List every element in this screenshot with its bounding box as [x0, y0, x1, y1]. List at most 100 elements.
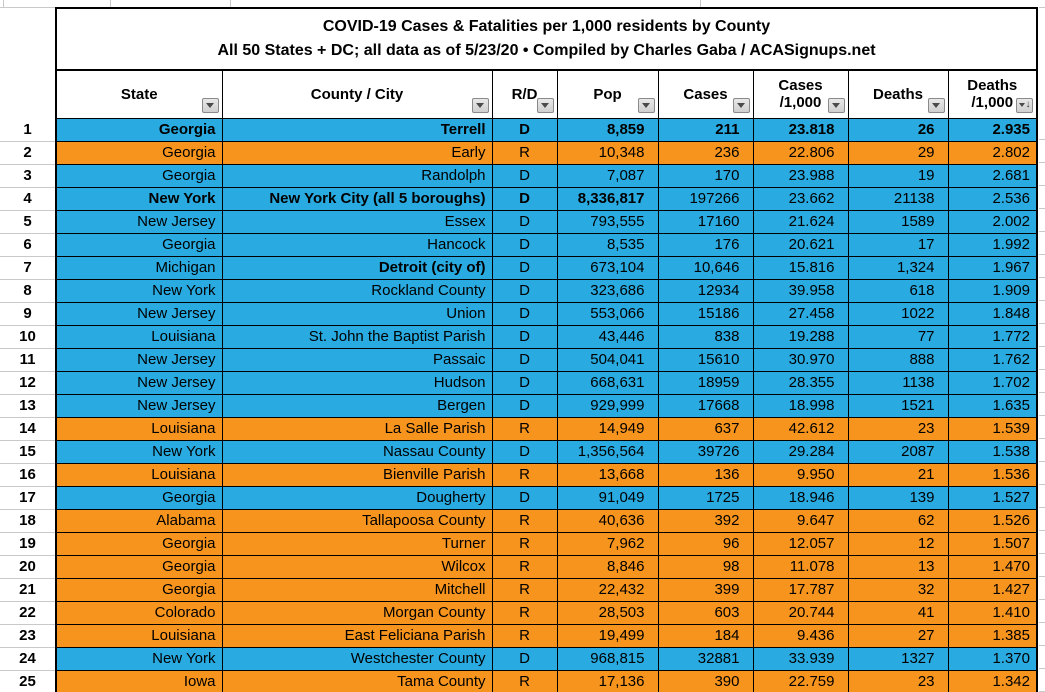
filter-dropdown-county[interactable] — [471, 97, 489, 113]
cell-pop[interactable]: 7,087 — [556, 163, 659, 188]
cell-rd[interactable]: D — [491, 278, 558, 303]
row-number[interactable]: 19 — [0, 532, 56, 556]
cell-deaths[interactable]: 1589 — [847, 209, 949, 234]
column-header-county[interactable]: County / City — [221, 69, 493, 119]
cell-rd[interactable]: D — [491, 255, 558, 280]
cell-pop[interactable]: 553,066 — [556, 301, 659, 326]
filter-dropdown-deaths[interactable] — [927, 97, 945, 113]
row-number[interactable]: 6 — [0, 233, 56, 257]
cell-cases_per[interactable]: 17.787 — [752, 577, 849, 602]
cell-cases_per[interactable]: 9.950 — [752, 462, 849, 487]
cell-pop[interactable]: 929,999 — [556, 393, 659, 418]
row-number[interactable]: 21 — [0, 578, 56, 602]
cell-deaths_per[interactable]: 1.538 — [947, 439, 1038, 464]
cell-deaths[interactable]: 29 — [847, 140, 949, 165]
row-number[interactable]: 9 — [0, 302, 56, 326]
cell-cases_per[interactable]: 39.958 — [752, 278, 849, 303]
cell-cases[interactable]: 15610 — [657, 347, 754, 372]
cell-county[interactable]: Westchester County — [221, 646, 493, 671]
cell-state[interactable]: Georgia — [55, 485, 223, 510]
cell-deaths[interactable]: 17 — [847, 232, 949, 257]
cell-deaths[interactable]: 26 — [847, 117, 949, 142]
cell-deaths[interactable]: 32 — [847, 577, 949, 602]
row-number[interactable]: 12 — [0, 371, 56, 395]
cell-state[interactable]: New Jersey — [55, 370, 223, 395]
cell-cases_per[interactable]: 22.759 — [752, 669, 849, 692]
cell-county[interactable]: Tallapoosa County — [221, 508, 493, 533]
cell-cases[interactable]: 32881 — [657, 646, 754, 671]
cell-cases_per[interactable]: 19.288 — [752, 324, 849, 349]
cell-cases[interactable]: 392 — [657, 508, 754, 533]
cell-state[interactable]: Colorado — [55, 600, 223, 625]
cell-state[interactable]: Louisiana — [55, 324, 223, 349]
cell-deaths[interactable]: 23 — [847, 416, 949, 441]
cell-deaths[interactable]: 1138 — [847, 370, 949, 395]
filter-dropdown-cases_per[interactable] — [827, 97, 845, 113]
cell-state[interactable]: Georgia — [55, 232, 223, 257]
cell-deaths[interactable]: 41 — [847, 600, 949, 625]
cell-cases_per[interactable]: 9.647 — [752, 508, 849, 533]
cell-state[interactable]: New York — [55, 439, 223, 464]
cell-rd[interactable]: R — [491, 416, 558, 441]
cell-rd[interactable]: R — [491, 577, 558, 602]
cell-pop[interactable]: 8,859 — [556, 117, 659, 142]
cell-rd[interactable]: D — [491, 393, 558, 418]
row-number[interactable]: 24 — [0, 647, 56, 671]
row-number[interactable]: 2 — [0, 141, 56, 165]
filter-dropdown-rd[interactable] — [536, 97, 554, 113]
cell-deaths[interactable]: 1521 — [847, 393, 949, 418]
cell-county[interactable]: Nassau County — [221, 439, 493, 464]
cell-cases[interactable]: 170 — [657, 163, 754, 188]
cell-cases[interactable]: 15186 — [657, 301, 754, 326]
cell-pop[interactable]: 673,104 — [556, 255, 659, 280]
sort-filter-button-deaths_per[interactable]: ↓ — [1016, 97, 1033, 113]
cell-state[interactable]: Louisiana — [55, 416, 223, 441]
cell-county[interactable]: Passaic — [221, 347, 493, 372]
cell-pop[interactable]: 17,136 — [556, 669, 659, 692]
cell-county[interactable]: New York City (all 5 boroughs) — [221, 186, 493, 211]
row-number[interactable]: 4 — [0, 187, 56, 211]
cell-pop[interactable]: 19,499 — [556, 623, 659, 648]
cell-cases[interactable]: 197266 — [657, 186, 754, 211]
cell-rd[interactable]: D — [491, 370, 558, 395]
cell-rd[interactable]: D — [491, 347, 558, 372]
cell-deaths_per[interactable]: 1.536 — [947, 462, 1038, 487]
row-number[interactable]: 23 — [0, 624, 56, 648]
cell-rd[interactable]: D — [491, 324, 558, 349]
row-number[interactable]: 8 — [0, 279, 56, 303]
cell-cases_per[interactable]: 27.458 — [752, 301, 849, 326]
cell-state[interactable]: New Jersey — [55, 347, 223, 372]
column-header-cases_per[interactable]: Cases/1,000 — [752, 69, 849, 119]
cell-rd[interactable]: R — [491, 600, 558, 625]
row-number[interactable]: 18 — [0, 509, 56, 533]
cell-cases_per[interactable]: 42.612 — [752, 416, 849, 441]
cell-cases[interactable]: 12934 — [657, 278, 754, 303]
cell-rd[interactable]: D — [491, 646, 558, 671]
cell-deaths[interactable]: 618 — [847, 278, 949, 303]
cell-cases[interactable]: 603 — [657, 600, 754, 625]
cell-deaths[interactable]: 1022 — [847, 301, 949, 326]
cell-deaths[interactable]: 13 — [847, 554, 949, 579]
cell-county[interactable]: Mitchell — [221, 577, 493, 602]
cell-county[interactable]: Terrell — [221, 117, 493, 142]
row-number[interactable]: 15 — [0, 440, 56, 464]
cell-deaths[interactable]: 23 — [847, 669, 949, 692]
cell-deaths[interactable]: 1,324 — [847, 255, 949, 280]
cell-county[interactable]: Union — [221, 301, 493, 326]
cell-deaths_per[interactable]: 1.342 — [947, 669, 1038, 692]
cell-state[interactable]: Alabama — [55, 508, 223, 533]
row-number[interactable]: 14 — [0, 417, 56, 441]
cell-state[interactable]: Georgia — [55, 163, 223, 188]
cell-county[interactable]: East Feliciana Parish — [221, 623, 493, 648]
cell-pop[interactable]: 22,432 — [556, 577, 659, 602]
cell-pop[interactable]: 91,049 — [556, 485, 659, 510]
cell-state[interactable]: Georgia — [55, 140, 223, 165]
cell-cases_per[interactable]: 23.662 — [752, 186, 849, 211]
cell-pop[interactable]: 504,041 — [556, 347, 659, 372]
cell-cases_per[interactable]: 20.744 — [752, 600, 849, 625]
cell-cases_per[interactable]: 12.057 — [752, 531, 849, 556]
cell-state[interactable]: Louisiana — [55, 462, 223, 487]
cell-pop[interactable]: 8,535 — [556, 232, 659, 257]
row-number[interactable]: 16 — [0, 463, 56, 487]
cell-pop[interactable]: 1,356,564 — [556, 439, 659, 464]
